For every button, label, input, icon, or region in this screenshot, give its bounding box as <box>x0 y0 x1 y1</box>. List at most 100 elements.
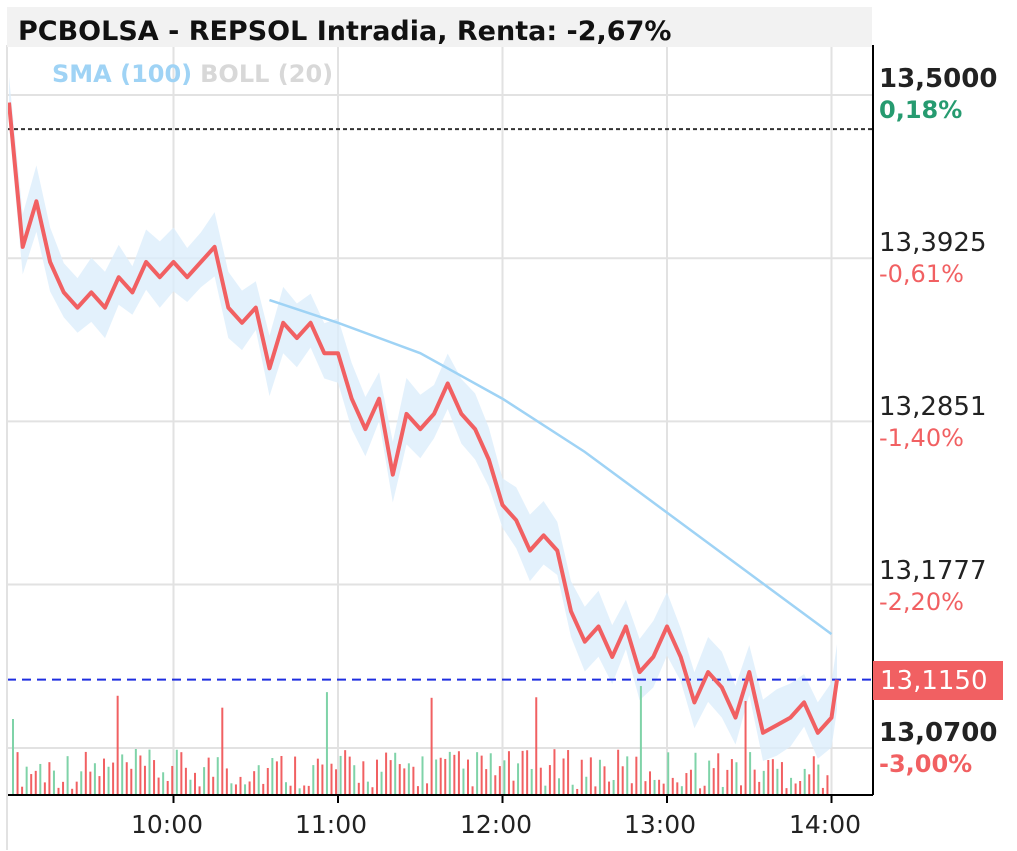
volume-bar <box>148 749 151 795</box>
volume-bar <box>535 697 538 795</box>
volume-bar <box>12 719 14 795</box>
volume-bar <box>558 778 560 795</box>
volume-bar <box>134 749 137 795</box>
y-label-pct-2: -1,40% <box>879 424 964 452</box>
volume-bar <box>357 782 360 795</box>
volume-bar <box>344 750 347 795</box>
volume-bar <box>439 757 442 795</box>
volume-bar <box>421 756 424 795</box>
volume-bar <box>143 765 146 795</box>
volume-bar <box>289 785 292 795</box>
volume-bar <box>57 787 60 795</box>
title-bar: PCBOLSA - REPSOL Intradia, Renta: -2,67% <box>7 7 872 47</box>
volume-bar <box>93 763 96 795</box>
current-price-badge: 13,1150 <box>873 661 1003 700</box>
volume-bar <box>703 785 706 795</box>
volume-bar <box>121 754 124 795</box>
volume-bar <box>234 784 237 795</box>
volume-bar <box>785 788 788 795</box>
volume-bar <box>653 779 656 795</box>
volume-bar <box>180 752 183 795</box>
volume-bar <box>394 752 397 795</box>
volume-bar <box>189 779 192 795</box>
volume-bar <box>680 786 683 795</box>
volume-bar <box>407 763 410 795</box>
volume-bar <box>521 750 524 795</box>
volume-bar <box>580 759 583 795</box>
volume-bar <box>157 777 160 795</box>
volume-bars <box>12 686 829 795</box>
volume-bar <box>658 779 661 795</box>
bollinger-band <box>9 76 837 762</box>
volume-bar <box>312 765 315 795</box>
volume-bar <box>362 761 365 795</box>
volume-bar <box>726 769 729 795</box>
volume-bar <box>721 786 724 795</box>
volume-bar <box>630 783 633 795</box>
volume-bar <box>175 749 178 795</box>
volume-bar <box>48 762 51 795</box>
volume-bar <box>571 784 574 795</box>
volume-bar <box>16 752 19 795</box>
volume-bar <box>335 769 338 795</box>
volume-bar <box>790 777 793 795</box>
y-label-price-1: 13,3925 <box>879 228 987 258</box>
legend: SMA (100) BOLL (20) <box>52 60 341 88</box>
volume-bar <box>585 776 588 795</box>
y-label-pct-1: -0,61% <box>879 260 964 288</box>
chart-title: PCBOLSA - REPSOL Intradia, Renta: -2,67% <box>18 16 672 47</box>
volume-bar <box>553 749 556 795</box>
price-line-path <box>7 102 839 735</box>
y-label-price-2: 13,2851 <box>879 392 987 422</box>
volume-bar <box>39 763 42 795</box>
volume-bar <box>530 768 533 795</box>
y-label-pct-3: -2,20% <box>879 588 964 616</box>
volume-bar <box>103 758 105 795</box>
volume-bar <box>348 756 351 795</box>
x-tick-label: 11:00 <box>295 810 368 839</box>
volume-bar <box>266 767 269 795</box>
legend-sma[interactable]: SMA (100) <box>52 60 193 88</box>
volume-bar <box>799 781 802 795</box>
volume-bar <box>253 771 256 795</box>
volume-bar <box>762 770 765 795</box>
volume-bar <box>649 771 651 795</box>
volume-bar <box>826 775 829 795</box>
volume-bar <box>794 783 797 795</box>
volume-bar <box>194 772 196 795</box>
volume-bar <box>708 760 711 795</box>
legend-boll[interactable]: BOLL (20) <box>200 60 334 88</box>
volume-bar <box>717 753 720 795</box>
volume-bar <box>808 774 811 795</box>
volume-bar <box>130 768 133 795</box>
volume-bar <box>184 767 187 795</box>
volume-bar <box>75 781 78 795</box>
volume-bar <box>376 759 378 795</box>
volume-bar <box>21 786 24 795</box>
volume-bar <box>821 787 824 795</box>
volume-bar <box>526 750 529 795</box>
volume-bar <box>325 692 328 795</box>
volume-bar <box>767 759 770 795</box>
volume-bar <box>34 770 37 795</box>
volume-bar <box>166 780 169 795</box>
volume-bar <box>448 751 451 795</box>
sma-line-path <box>269 298 833 636</box>
x-tick-label: 12:00 <box>460 810 533 839</box>
volume-bar <box>671 777 674 795</box>
y-label-price-0: 13,5000 <box>879 64 998 94</box>
volume-bar <box>52 770 55 795</box>
x-tick-label: 10:00 <box>131 810 204 839</box>
volume-bar <box>608 781 611 795</box>
volume-bar <box>248 781 251 795</box>
volume-bar <box>112 762 115 795</box>
volume-bar <box>212 776 215 795</box>
volume-bar <box>84 751 87 795</box>
volume-bar <box>594 786 597 795</box>
volume-bar <box>30 774 33 795</box>
volume-bar <box>139 755 142 795</box>
volume-bar <box>480 755 483 795</box>
volume-bar <box>712 768 715 795</box>
volume-bar <box>330 763 333 795</box>
volume-bar <box>635 756 638 795</box>
